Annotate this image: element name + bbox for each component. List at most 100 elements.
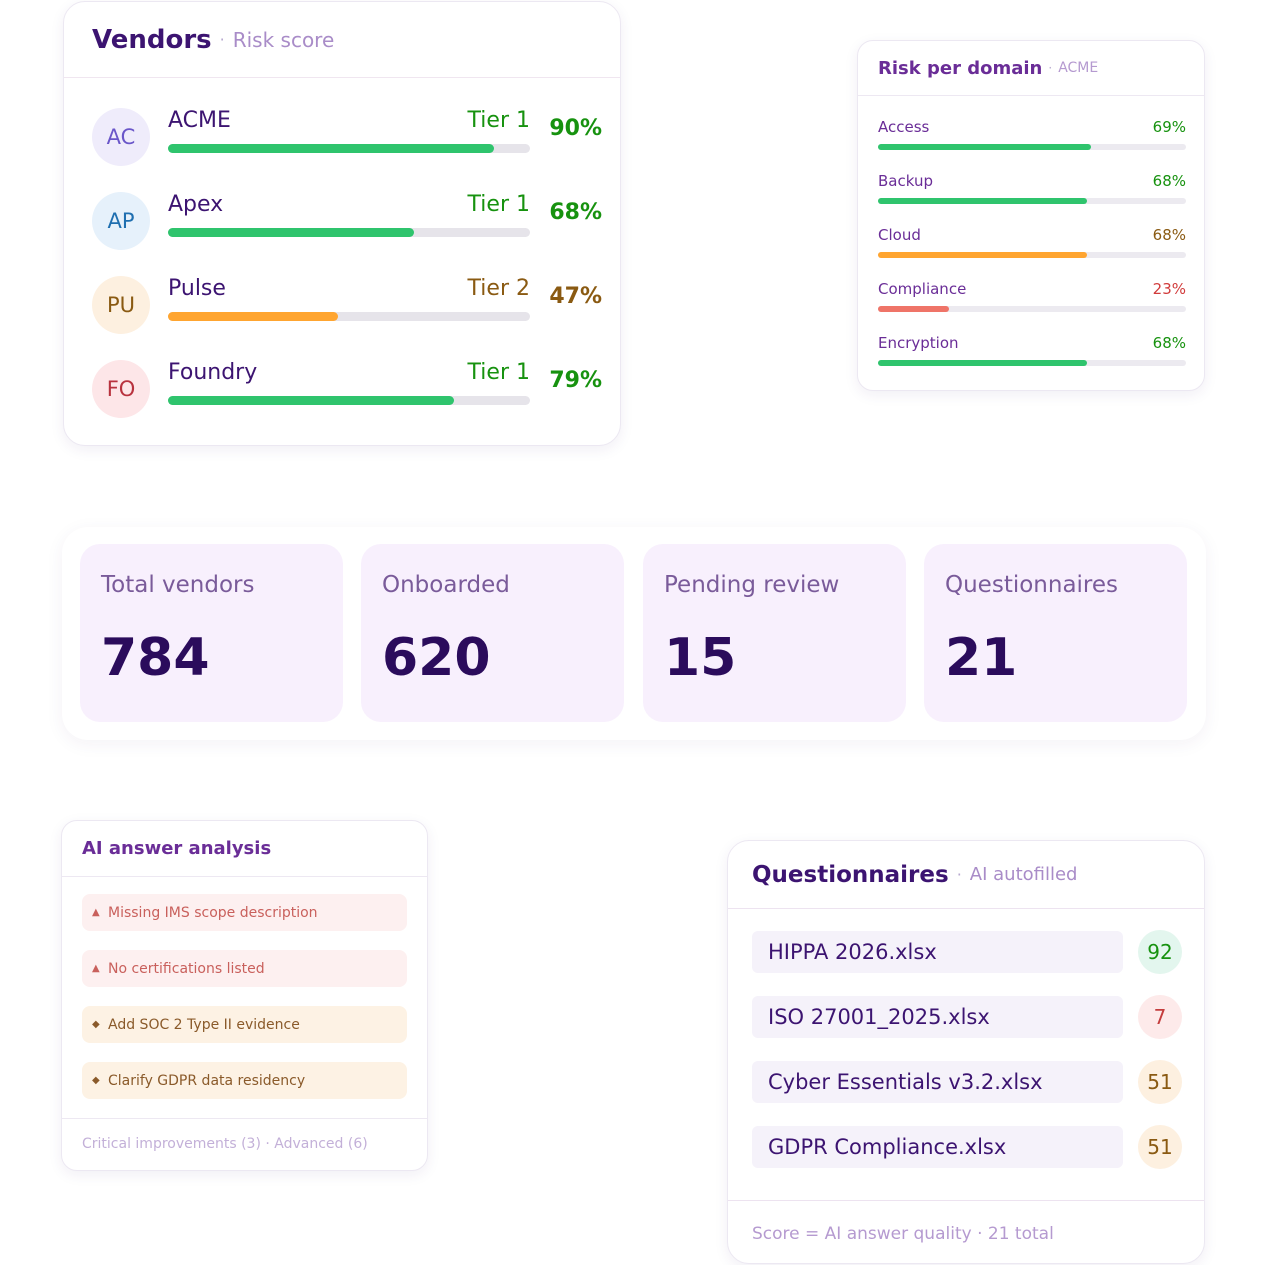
- stat-label: Total vendors: [101, 572, 255, 598]
- questionnaire-score: 51: [1138, 1060, 1182, 1104]
- domain-track: [878, 360, 1186, 366]
- stat-questionnaires[interactable]: Questionnaires 21: [924, 544, 1187, 722]
- domain-bar: [878, 144, 1091, 150]
- vendors-card: Vendors · Risk score AC ACME Tier 1 90% …: [63, 1, 621, 446]
- domain-bar: [878, 306, 949, 312]
- domain-row-access: Access 69%: [878, 118, 1186, 158]
- diamond-icon: ◆: [92, 1019, 100, 1030]
- questionnaire-file[interactable]: GDPR Compliance.xlsx: [752, 1126, 1123, 1168]
- vendor-name: Pulse: [168, 276, 226, 301]
- domain-bar: [878, 360, 1088, 366]
- stat-value: 15: [664, 628, 737, 688]
- domain-track: [878, 198, 1186, 204]
- questionnaire-row[interactable]: Cyber Essentials v3.2.xlsx 51: [752, 1060, 1182, 1104]
- vendor-score-bar: [168, 144, 494, 153]
- domain-row-encryption: Encryption 68%: [878, 334, 1186, 374]
- vendor-name: ACME: [168, 108, 231, 133]
- ai-header: AI answer analysis: [62, 821, 427, 877]
- issue-item[interactable]: ▲ No certifications listed: [82, 950, 407, 987]
- risk-per-domain-card: Risk per domain · ACME Access 69% Backup…: [857, 40, 1205, 391]
- vendor-tier: Tier 1: [467, 192, 530, 217]
- issue-item[interactable]: ◆ Clarify GDPR data residency: [82, 1062, 407, 1099]
- ai-answer-analysis-card: AI answer analysis ▲ Missing IMS scope d…: [61, 820, 428, 1171]
- vendor-row[interactable]: FO Foundry Tier 1 79%: [92, 360, 602, 420]
- quest-footer: Score = AI answer quality · 21 total: [728, 1200, 1204, 1265]
- vendor-score-bar: [168, 396, 454, 405]
- issue-item[interactable]: ◆ Add SOC 2 Type II evidence: [82, 1006, 407, 1043]
- issue-item[interactable]: ▲ Missing IMS scope description: [82, 894, 407, 931]
- domain-track: [878, 144, 1186, 150]
- stats-panel: Total vendors 784 Onboarded 620 Pending …: [62, 527, 1206, 740]
- domain-label: Access: [878, 118, 930, 136]
- stat-label: Pending review: [664, 572, 840, 598]
- domain-bar: [878, 252, 1088, 258]
- questionnaire-score: 92: [1138, 930, 1182, 974]
- stat-onboarded[interactable]: Onboarded 620: [361, 544, 624, 722]
- vendor-row[interactable]: PU Pulse Tier 2 47%: [92, 276, 602, 336]
- vendor-tier: Tier 1: [467, 108, 530, 133]
- domain-track: [878, 252, 1186, 258]
- domain-value: 68%: [1152, 334, 1186, 352]
- vendor-row[interactable]: AC ACME Tier 1 90%: [92, 108, 602, 168]
- questionnaire-file[interactable]: HIPPA 2026.xlsx: [752, 931, 1123, 973]
- vendors-header: Vendors · Risk score: [64, 2, 620, 78]
- avatar: FO: [92, 360, 150, 418]
- stat-value: 620: [382, 628, 491, 688]
- vendor-name: Apex: [168, 192, 224, 217]
- domain-row-compliance: Compliance 23%: [878, 280, 1186, 320]
- questionnaire-file[interactable]: Cyber Essentials v3.2.xlsx: [752, 1061, 1123, 1103]
- avatar: PU: [92, 276, 150, 334]
- quest-subtitle: AI autofilled: [969, 864, 1078, 885]
- questionnaire-score: 7: [1138, 995, 1182, 1039]
- vendor-score: 90%: [549, 116, 602, 141]
- vendor-score: 68%: [549, 200, 602, 225]
- domain-value: 68%: [1152, 172, 1186, 190]
- quest-footer-text: Score = AI answer quality · 21 total: [752, 1224, 1054, 1244]
- domain-value: 68%: [1152, 226, 1186, 244]
- stat-label: Onboarded: [382, 572, 510, 598]
- risk-subtitle: ACME: [1058, 60, 1099, 76]
- vendor-row[interactable]: AP Apex Tier 1 68%: [92, 192, 602, 252]
- vendor-score-track: [168, 228, 530, 237]
- stat-label: Questionnaires: [945, 572, 1119, 598]
- domain-track: [878, 306, 1186, 312]
- triangle-icon: ▲: [92, 907, 100, 918]
- triangle-icon: ▲: [92, 963, 100, 974]
- risk-header: Risk per domain · ACME: [858, 41, 1204, 96]
- questionnaire-row[interactable]: GDPR Compliance.xlsx 51: [752, 1125, 1182, 1169]
- issue-text: Add SOC 2 Type II evidence: [108, 1016, 300, 1033]
- vendor-score: 47%: [549, 284, 602, 309]
- stat-value: 784: [101, 628, 210, 688]
- diamond-icon: ◆: [92, 1075, 100, 1086]
- avatar: AP: [92, 192, 150, 250]
- vendors-title: Vendors: [92, 24, 212, 55]
- ai-title: AI answer analysis: [82, 838, 272, 859]
- issue-text: Clarify GDPR data residency: [108, 1072, 306, 1089]
- domain-row-cloud: Cloud 68%: [878, 226, 1186, 266]
- domain-value: 23%: [1152, 280, 1186, 298]
- domain-label: Compliance: [878, 280, 967, 298]
- vendor-score: 79%: [549, 368, 602, 393]
- domain-label: Cloud: [878, 226, 921, 244]
- domain-value: 69%: [1152, 118, 1186, 136]
- vendors-subtitle: Risk score: [232, 27, 335, 52]
- ai-footer: Critical improvements (3) · Advanced (6): [62, 1118, 427, 1173]
- vendor-score-track: [168, 312, 530, 321]
- ai-footer-text: Critical improvements (3) · Advanced (6): [82, 1136, 368, 1152]
- questionnaire-row[interactable]: HIPPA 2026.xlsx 92: [752, 930, 1182, 974]
- vendor-tier: Tier 1: [467, 360, 530, 385]
- questionnaire-file[interactable]: ISO 27001_2025.xlsx: [752, 996, 1123, 1038]
- domain-label: Encryption: [878, 334, 959, 352]
- domain-label: Backup: [878, 172, 933, 190]
- domain-row-backup: Backup 68%: [878, 172, 1186, 212]
- issue-text: Missing IMS scope description: [108, 904, 318, 921]
- vendor-tier: Tier 2: [467, 276, 530, 301]
- avatar: AC: [92, 108, 150, 166]
- stat-pending-review[interactable]: Pending review 15: [643, 544, 906, 722]
- domain-bar: [878, 198, 1088, 204]
- stat-total-vendors[interactable]: Total vendors 784: [80, 544, 343, 722]
- issue-text: No certifications listed: [108, 960, 265, 977]
- vendor-score-track: [168, 144, 530, 153]
- vendor-score-bar: [168, 228, 415, 237]
- questionnaire-row[interactable]: ISO 27001_2025.xlsx 7: [752, 995, 1182, 1039]
